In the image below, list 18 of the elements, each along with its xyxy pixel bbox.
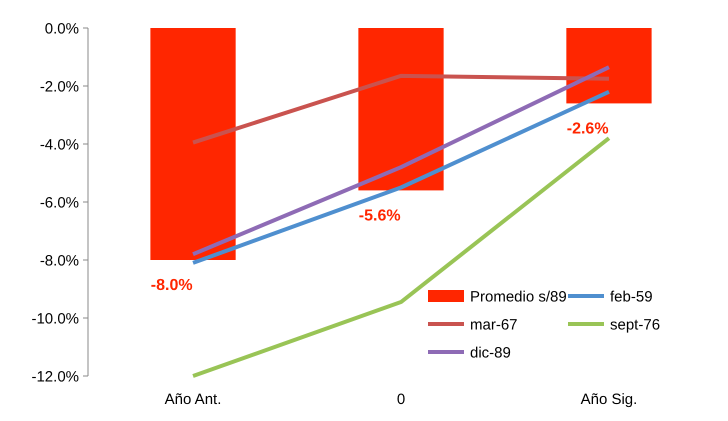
- y-tick-label: -2.0%: [40, 78, 79, 96]
- y-tick-label: -4.0%: [40, 136, 79, 154]
- y-tick-label: -12.0%: [31, 368, 79, 386]
- data-label: -2.6%: [566, 120, 609, 138]
- legend-label: mar-67: [470, 316, 518, 334]
- y-tick-label: -8.0%: [40, 252, 79, 270]
- legend-label: Promedio s/89: [470, 288, 567, 306]
- legend-label: feb-59: [610, 288, 653, 306]
- x-tick-label: Año Ant.: [164, 391, 222, 408]
- legend-label: dic-89: [470, 344, 511, 362]
- y-tick-label: 0.0%: [44, 20, 79, 38]
- x-tick-label: 0: [396, 391, 406, 408]
- y-tick-label: -10.0%: [31, 310, 79, 328]
- y-tick-label: -6.0%: [40, 194, 79, 212]
- x-tick-label: Año Sig.: [580, 391, 638, 408]
- data-label: -8.0%: [150, 277, 193, 294]
- data-label: -5.6%: [358, 207, 401, 224]
- legend-label: sept-76: [610, 316, 660, 334]
